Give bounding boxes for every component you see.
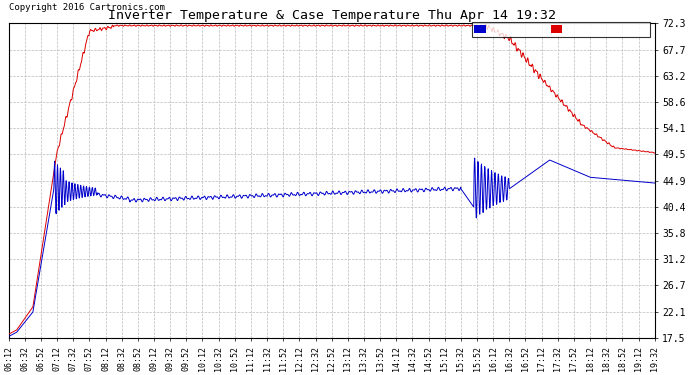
Legend: Case  (°C), Inverter  (°C): Case (°C), Inverter (°C) — [472, 22, 650, 37]
Text: Copyright 2016 Cartronics.com: Copyright 2016 Cartronics.com — [9, 3, 164, 12]
Title: Inverter Temperature & Case Temperature Thu Apr 14 19:32: Inverter Temperature & Case Temperature … — [108, 9, 555, 22]
